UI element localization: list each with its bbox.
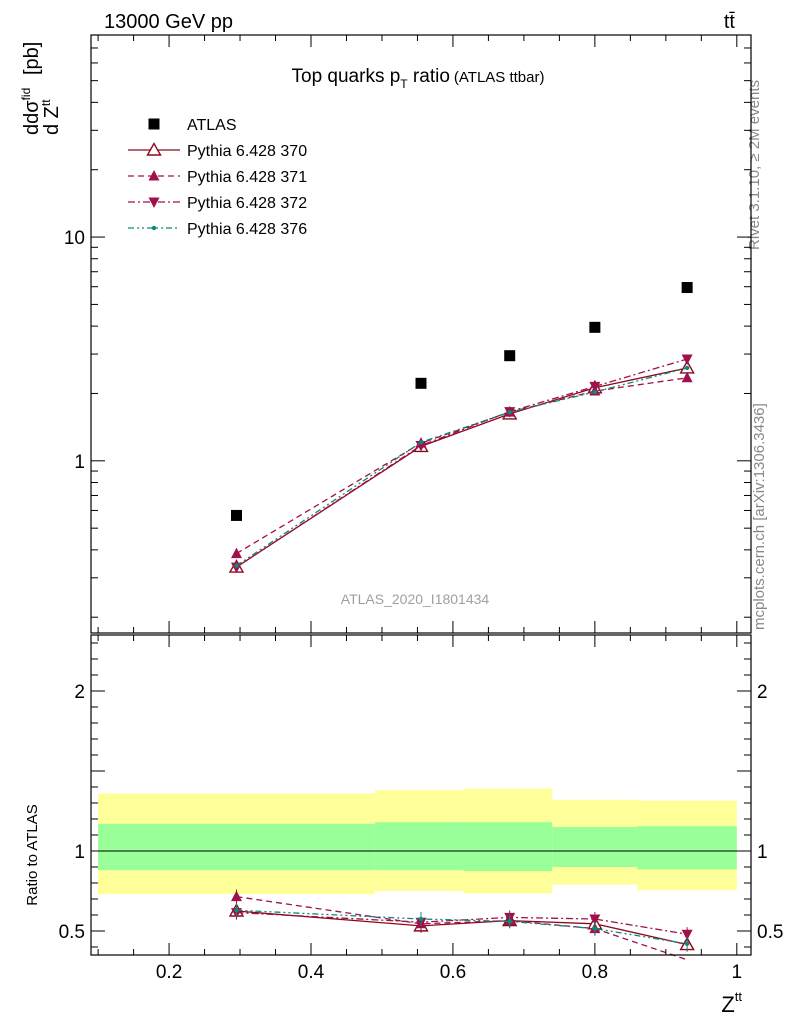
uncertainty-bands bbox=[98, 788, 737, 895]
y-tick-label-ratio-left-1: 1 bbox=[74, 842, 85, 863]
y-tick-label-ratio-left-2: 2 bbox=[74, 682, 85, 703]
ratio-line-p370 bbox=[236, 910, 688, 946]
main-point-p372-3 bbox=[589, 381, 601, 393]
mcplots-label: mcplots.cern.ch [arXiv:1306.3436] bbox=[751, 403, 768, 630]
main-point-atlas-4 bbox=[681, 282, 693, 294]
legend-label-p376: Pythia 6.428 376 bbox=[187, 221, 307, 238]
legend-label-atlas: ATLAS bbox=[187, 117, 237, 134]
main-line-p376 bbox=[236, 367, 688, 567]
legend-label-p372: Pythia 6.428 372 bbox=[187, 195, 307, 212]
legend-label-p371: Pythia 6.428 371 bbox=[187, 169, 307, 186]
band-inner-2 bbox=[463, 822, 553, 871]
main-point-atlas-3 bbox=[589, 321, 601, 333]
x-tick-label-2: 0.6 bbox=[440, 962, 466, 983]
ratio-point-p376-4 bbox=[684, 941, 690, 946]
svg-text:ddσfid: ddσfid bbox=[19, 88, 43, 135]
watermark: ATLAS_2020_I1801434 bbox=[341, 591, 490, 607]
main-line-p371 bbox=[236, 377, 688, 555]
ratio-point-p372-4 bbox=[681, 929, 693, 941]
energy-label: 13000 GeV pp bbox=[104, 11, 233, 33]
y-tick-label-ratio-right-2: 2 bbox=[757, 682, 768, 703]
process-label: tt̄ bbox=[724, 11, 736, 33]
main-series-lines bbox=[228, 282, 695, 574]
legend-marker-p371 bbox=[148, 170, 160, 181]
ratio-point-p376-1 bbox=[418, 916, 424, 922]
y-tick-label-main-0: 1 bbox=[74, 452, 85, 473]
svg-text:[pb]: [pb] bbox=[21, 42, 43, 75]
svg-text:d Ztt: d Ztt bbox=[39, 99, 63, 135]
main-point-p376-1 bbox=[418, 440, 424, 445]
y-axis-label: ddσfid d Ztt [pb] bbox=[19, 42, 63, 135]
legend-marker-p376 bbox=[151, 225, 157, 231]
x-tick-label-1: 0.4 bbox=[298, 962, 325, 983]
ratio-line-p371 bbox=[236, 895, 688, 961]
x-tick-label-0: 0.2 bbox=[156, 962, 182, 983]
ratio-y-label: Ratio to ATLAS bbox=[24, 804, 41, 905]
main-point-atlas-1 bbox=[415, 377, 427, 389]
ratio-series-lines bbox=[228, 889, 695, 961]
band-inner-3 bbox=[552, 827, 638, 867]
ratio-point-p376-0 bbox=[234, 908, 239, 913]
legend-label-p370: Pythia 6.428 370 bbox=[187, 143, 307, 160]
plot-title: Top quarks pT ratio (ATLAS ttbar) bbox=[292, 66, 545, 91]
band-inner-0 bbox=[98, 823, 375, 871]
y-tick-label-ratio-left-0: 0.5 bbox=[59, 922, 85, 943]
main-point-p371-4 bbox=[681, 371, 693, 383]
axis-ticks: 0.2 0.4 0.6 0.8 1 1 10 0.5 0.5 1 1 2 2 bbox=[59, 34, 783, 983]
ratio-point-p376-2 bbox=[507, 919, 512, 924]
main-frame bbox=[90, 34, 752, 634]
legend-marker-atlas bbox=[148, 118, 160, 130]
main-point-p372-4 bbox=[681, 354, 693, 366]
main-line-p372 bbox=[236, 358, 688, 568]
main-point-atlas-2 bbox=[504, 350, 516, 362]
main-line-p370 bbox=[236, 367, 688, 568]
main-point-atlas-0 bbox=[230, 509, 242, 521]
legend-marker-p372 bbox=[148, 197, 160, 208]
main-point-p376-2 bbox=[507, 409, 512, 415]
panel-frames bbox=[90, 34, 752, 956]
x-tick-label-4: 1 bbox=[732, 962, 743, 983]
y-tick-label-ratio-right-0: 0.5 bbox=[757, 922, 783, 943]
x-tick-label-3: 0.8 bbox=[582, 962, 608, 983]
legend: ATLAS Pythia 6.428 370 Pythia 6.428 371 Pyt… bbox=[128, 117, 307, 238]
ratio-point-p372-3 bbox=[589, 914, 601, 925]
main-point-p371-0 bbox=[230, 547, 242, 559]
ratio-line-p376 bbox=[236, 909, 688, 945]
main-point-p376-0 bbox=[234, 563, 239, 568]
legend-marker-p370 bbox=[146, 142, 162, 156]
band-inner-1 bbox=[374, 822, 464, 871]
y-tick-label-ratio-right-1: 1 bbox=[757, 842, 768, 863]
y-tick-label-main-1: 10 bbox=[64, 228, 85, 249]
band-inner-4 bbox=[637, 826, 737, 870]
ratio-point-p371-0 bbox=[230, 890, 242, 902]
main-point-p376-4 bbox=[684, 365, 690, 371]
ratio-point-p376-3 bbox=[592, 926, 598, 931]
x-axis-label: Ztt bbox=[721, 989, 742, 1017]
main-point-p376-3 bbox=[592, 389, 598, 395]
ratio-frame bbox=[90, 634, 752, 956]
rivet-label: Rivet 3.1.10, ≥ 2M events bbox=[746, 80, 763, 250]
